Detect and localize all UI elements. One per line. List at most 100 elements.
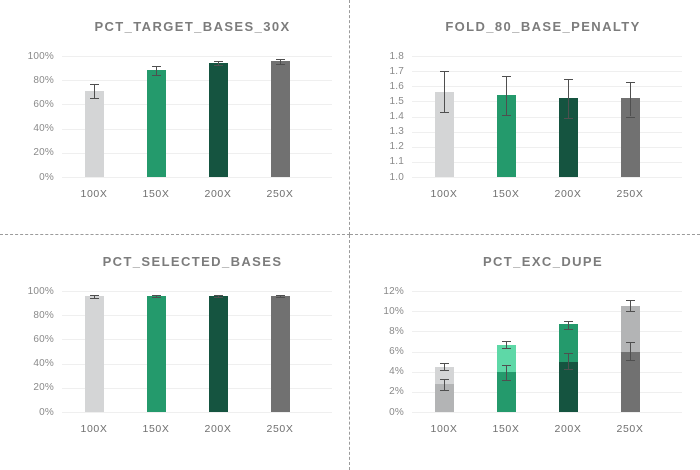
bar-segment-200x (558, 324, 578, 362)
gridline (412, 391, 682, 393)
gridline (412, 311, 682, 313)
y-tick-label: 8% (389, 325, 404, 337)
gridline (412, 161, 682, 163)
x-axis-label: 250X (266, 188, 294, 200)
error-bar-cap-top (501, 341, 511, 343)
error-bar-cap-top (625, 300, 635, 302)
y-tick-label: 40% (33, 358, 54, 370)
error-bar-cap-top (563, 78, 573, 80)
y-tick-label: 1.8 (389, 50, 404, 62)
chart-panel-pct-target-bases-30x: PCT_TARGET_BASES_30X 0% 20% 40% 60% 80% 100% 1… (0, 0, 350, 235)
error-bar-cap-top (439, 71, 449, 73)
error-bar (505, 341, 507, 349)
x-axis-label: 200X (204, 188, 232, 200)
gridline (412, 131, 682, 133)
chart-panel-fold-80-base-penalty: FOLD_80_BASE_PENALTY 1.0 1.1 1.2 1.3 1.4 1.5 1… (350, 0, 700, 235)
error-bar (505, 75, 507, 115)
y-tick-label: 20% (33, 147, 54, 159)
x-axis-label: 100X (430, 423, 458, 435)
error-bar-cap-top (151, 66, 161, 68)
gridline (62, 104, 332, 106)
x-axis-label: 150X (492, 188, 520, 200)
x-axis-label: 200X (554, 188, 582, 200)
error-bar (279, 59, 281, 64)
error-bar-cap-top (563, 321, 573, 323)
error-bar (629, 300, 631, 312)
error-bar (567, 321, 569, 330)
y-tick-label: 80% (33, 309, 54, 321)
error-bar-cap-bottom (151, 75, 161, 77)
gridline (412, 86, 682, 88)
error-bar (443, 362, 445, 370)
gridline (412, 331, 682, 333)
error-bar (443, 378, 445, 390)
bar-segment-100x (434, 92, 454, 177)
x-axis-label: 100X (430, 188, 458, 200)
error-bar-cap-top (213, 295, 223, 297)
y-tick-label: 1.7 (389, 65, 404, 77)
error-bar-cap-top (625, 342, 635, 344)
gridline (412, 371, 682, 373)
error-bar-cap-bottom (439, 111, 449, 113)
bar-segment-200x (208, 63, 228, 177)
error-bar-cap-top (275, 59, 285, 61)
chart-title: PCT_SELECTED_BASES (102, 254, 283, 269)
error-bar-cap-top (563, 352, 573, 354)
x-axis-label: 150X (142, 188, 170, 200)
error-bar-cap-bottom (625, 359, 635, 361)
error-bar-cap-bottom (563, 368, 573, 370)
error-bar-cap-top (275, 295, 285, 297)
y-tick-label: 0% (39, 171, 54, 183)
y-tick-label: 10% (383, 305, 404, 317)
gridline (412, 412, 682, 413)
y-tick-label: 1.5 (389, 95, 404, 107)
y-tick-label: 100% (27, 285, 54, 297)
bar-segment-250x (270, 296, 290, 412)
gridline (412, 101, 682, 103)
bar-segment-250x (620, 351, 640, 412)
bar-segment-250x (270, 61, 290, 177)
x-axis-label: 200X (204, 423, 232, 435)
chart-title: PCT_TARGET_BASES_30X (94, 19, 291, 34)
y-tick-label: 1.0 (389, 171, 404, 183)
error-bar-cap-bottom (439, 369, 449, 371)
error-bar-cap-bottom (275, 297, 285, 299)
y-tick-label: 1.2 (389, 141, 404, 153)
gridline (62, 363, 332, 365)
error-bar-cap-bottom (439, 389, 449, 391)
x-axis-label: 150X (492, 423, 520, 435)
x-axis-label: 250X (616, 423, 644, 435)
bar-segment-150x (496, 95, 516, 177)
gridline (412, 56, 682, 57)
y-tick-label: 12% (383, 285, 404, 297)
error-bar-cap-bottom (89, 297, 99, 299)
gridline (412, 351, 682, 353)
bar-segment-200x (558, 361, 578, 412)
error-bar (629, 81, 631, 117)
bar-segment-200x (558, 98, 578, 177)
bar-segment-100x (434, 366, 454, 384)
x-axis-label: 200X (554, 423, 582, 435)
error-bar-cap-bottom (563, 329, 573, 331)
error-bar-cap-top (89, 294, 99, 296)
x-axis-label: 250X (616, 188, 644, 200)
error-bar-cap-bottom (501, 114, 511, 116)
gridline (62, 315, 332, 317)
y-tick-label: 80% (33, 74, 54, 86)
gridline (62, 177, 332, 178)
error-bar-cap-top (89, 84, 99, 86)
y-tick-label: 100% (27, 50, 54, 62)
y-tick-label: 40% (33, 123, 54, 135)
error-bar-cap-top (151, 294, 161, 296)
bar-segment-200x (208, 296, 228, 412)
chart-panel-pct-exc-dupe: PCT_EXC_DUPE 0% 2% 4% 6% 8% 10% 12% 100X 150X 200… (350, 235, 700, 470)
error-bar (629, 342, 631, 360)
gridline (62, 291, 332, 292)
error-bar (567, 78, 569, 118)
gridline (412, 146, 682, 148)
error-bar-cap-bottom (563, 118, 573, 119)
bar-segment-150x (496, 345, 516, 372)
error-bar-cap-top (439, 362, 449, 364)
bar-segment-150x (146, 295, 166, 412)
